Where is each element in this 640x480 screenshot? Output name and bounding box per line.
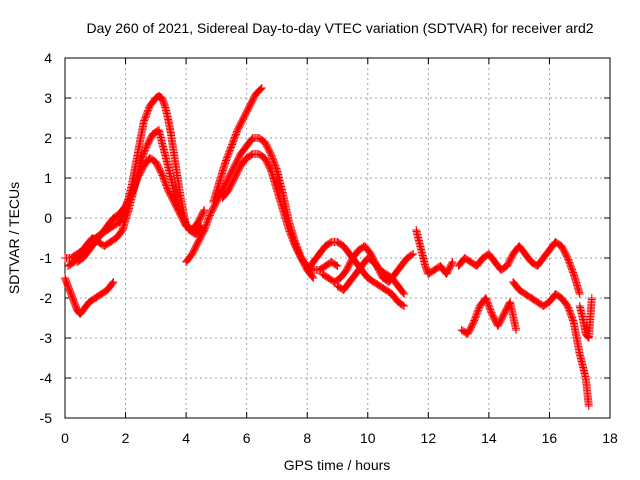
series-track-11 [457, 294, 521, 338]
plus-markers [209, 84, 266, 206]
y-tick-label: -4 [40, 370, 53, 386]
y-tick-label: -2 [40, 290, 53, 306]
x-tick-label: 4 [182, 430, 190, 446]
y-tick-label: 4 [44, 50, 52, 66]
y-tick-label: 0 [44, 210, 52, 226]
plot-frame [64, 57, 611, 419]
chart-title: Day 260 of 2021, Sidereal Day-to-day VTE… [86, 20, 593, 36]
plus-markers [454, 238, 584, 298]
y-tick-label: -1 [40, 250, 53, 266]
data-series [61, 84, 596, 410]
x-tick-label: 16 [542, 430, 558, 446]
series-track-12 [454, 238, 584, 298]
series-track-15 [575, 294, 596, 342]
x-tick-label: 2 [122, 430, 130, 446]
series-track-5 [209, 84, 266, 206]
y-tick-label: -5 [40, 410, 53, 426]
y-tick-label: -3 [40, 330, 53, 346]
axis-ticks [64, 57, 611, 419]
plus-markers [218, 150, 318, 282]
y-tick-label: 1 [44, 170, 52, 186]
x-tick-label: 10 [360, 430, 376, 446]
series-track-9 [333, 254, 409, 298]
series-track-6 [218, 150, 318, 282]
y-tick-label: 2 [44, 130, 52, 146]
x-tick-label: 6 [243, 430, 251, 446]
x-axis-label: GPS time / hours [284, 457, 391, 473]
x-tick-label: 12 [421, 430, 437, 446]
plus-markers [509, 278, 593, 410]
series-track-3 [73, 154, 209, 266]
y-tick-labels: -5 -4 -3 -2 -1 0 1 2 3 4 [40, 50, 53, 426]
x-tick-label: 18 [602, 430, 618, 446]
plus-markers [457, 294, 521, 338]
series-track-10 [412, 226, 457, 278]
y-axis-label: SDTVAR / TECUs [6, 182, 22, 294]
series-track-14 [61, 274, 118, 318]
x-tick-label: 8 [303, 430, 311, 446]
y-tick-label: 3 [44, 90, 52, 106]
plus-markers [575, 294, 596, 342]
plus-markers [73, 154, 209, 266]
plus-markers [61, 274, 118, 318]
series-track-13 [509, 278, 593, 410]
plus-markers [412, 226, 457, 278]
x-tick-label: 14 [481, 430, 497, 446]
x-tick-labels: 0 2 4 6 8 10 12 14 16 18 [61, 430, 618, 446]
x-tick-label: 0 [61, 430, 69, 446]
plus-markers [333, 254, 409, 298]
